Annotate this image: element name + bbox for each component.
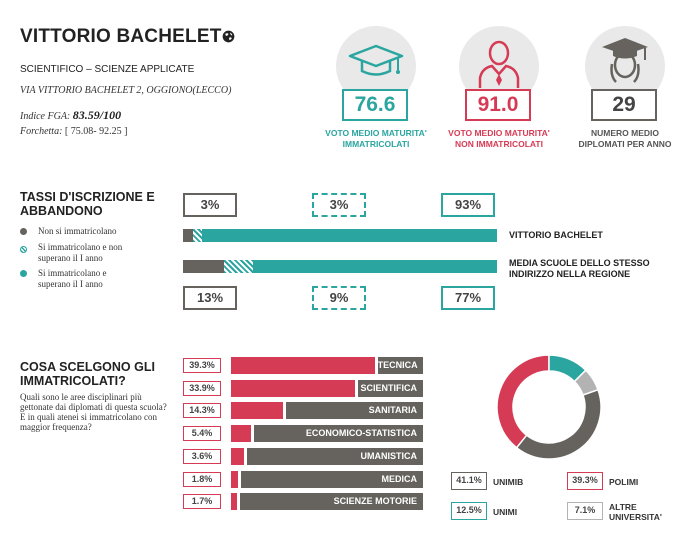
area-bar-fill bbox=[231, 493, 238, 511]
area-pct: 33.9% bbox=[183, 380, 221, 396]
region-pct-non-superano: 9% bbox=[312, 286, 366, 310]
stat-label-immatricolati: VOTO MEDIO MATURITA' IMMATRICOLATI bbox=[325, 128, 427, 149]
area-pct: 39.3% bbox=[183, 358, 221, 373]
uni-label-polimi: POLIMI bbox=[609, 477, 639, 487]
area-bar-fill bbox=[231, 425, 251, 443]
fga-index: Indice FGA: 83.59/100 bbox=[20, 108, 121, 123]
area-bar-fill bbox=[231, 402, 284, 420]
region-bar-label: MEDIA SCUOLE DELLO STESSO INDIRIZZO NELL… bbox=[509, 258, 650, 279]
school-bar-non-immatricolano bbox=[183, 229, 193, 242]
area-pct: 5.4% bbox=[183, 426, 221, 442]
area-pct: 1.8% bbox=[183, 471, 221, 487]
legend-non-immatricolano: Non si immatricolano bbox=[38, 226, 117, 236]
tassi-title: TASSI D'ISCRIZIONE E ABBANDONO bbox=[20, 190, 155, 218]
school-bar-superano bbox=[202, 229, 497, 242]
region-pct-superano: 77% bbox=[441, 286, 495, 310]
region-bar-non-superano bbox=[224, 260, 253, 273]
forchetta-label: Forchetta: bbox=[20, 126, 63, 137]
region-stacked-bar bbox=[183, 260, 497, 273]
school-name: VITTORIO BACHELET bbox=[20, 26, 222, 47]
school-pct-non-immatricolano: 3% bbox=[183, 193, 237, 217]
fga-value: 83.59/100 bbox=[72, 108, 122, 122]
legend-dot-non-immatricolano bbox=[20, 228, 27, 235]
area-bar-label: UMANISTICA bbox=[247, 447, 423, 465]
region-bar-non-immatricolano bbox=[183, 260, 225, 273]
school-bar-label: VITTORIO BACHELET bbox=[509, 230, 603, 240]
person-icon bbox=[478, 40, 520, 88]
region-bar-superano bbox=[252, 260, 497, 273]
uni-pct-unimib: 41.1% bbox=[451, 472, 487, 490]
stat-value-diplomati: 29 bbox=[591, 89, 657, 121]
area-bar-label: ECONOMICO-STATISTICA bbox=[253, 425, 423, 443]
area-bar-fill bbox=[231, 470, 238, 488]
legend-dot-non-superano bbox=[20, 246, 27, 253]
graduation-cap-icon bbox=[348, 44, 404, 76]
uni-label-unimib: UNIMIB bbox=[493, 477, 524, 487]
area-bar-label: SANITARIA bbox=[286, 402, 423, 420]
area-bar-fill bbox=[231, 447, 245, 465]
school-pct-non-superano: 3% bbox=[312, 193, 366, 217]
area-bar-label: SCIENZE MOTORIE bbox=[240, 493, 423, 511]
forchetta: Forchetta: [ 75.08- 92.25 ] bbox=[20, 126, 127, 137]
region-pct-non-immatricolano: 13% bbox=[183, 286, 237, 310]
uni-label-unimi: UNIMI bbox=[493, 507, 518, 517]
stat-value-non-immatricolati: 91.0 bbox=[465, 89, 531, 121]
forchetta-value: [ 75.08- 92.25 ] bbox=[64, 126, 128, 137]
area-pct: 3.6% bbox=[183, 448, 221, 464]
legend-dot-superano bbox=[20, 270, 27, 277]
legend-non-superano: Si immatricolano e non superano il I ann… bbox=[38, 242, 123, 263]
area-bar-fill bbox=[231, 357, 375, 374]
stat-label-non-immatricolati: VOTO MEDIO MATURITA' NON IMMATRICOLATI bbox=[448, 128, 550, 149]
area-bar-label: TECNICA bbox=[377, 357, 423, 374]
school-address: VIA VITTORIO BACHELET 2, OGGIONO(LECCO) bbox=[20, 85, 232, 96]
globe-icon[interactable] bbox=[222, 30, 235, 43]
area-bar-fill bbox=[231, 379, 355, 397]
donut-slice-altre-universita bbox=[573, 369, 599, 396]
graduate-student-icon bbox=[602, 38, 648, 83]
stat-value-immatricolati: 76.6 bbox=[342, 89, 408, 121]
area-pct: 14.3% bbox=[183, 403, 221, 419]
school-bar-non-superano bbox=[192, 229, 202, 242]
scelte-title: COSA SCELGONO GLI IMMATRICOLATI? bbox=[20, 360, 155, 388]
legend-superano: Si immatricolano e superano il I anno bbox=[38, 268, 107, 289]
area-bar-label: MEDICA bbox=[240, 470, 423, 488]
fga-label: Indice FGA: bbox=[20, 111, 71, 122]
uni-label-altre: ALTRE UNIVERSITA' bbox=[609, 502, 662, 522]
area-pct: 1.7% bbox=[183, 494, 221, 510]
university-donut-chart bbox=[496, 354, 602, 460]
donut-slice-unimib bbox=[515, 388, 602, 460]
scelte-question: Quali sono le aree disciplinari più gett… bbox=[20, 392, 167, 432]
donut-slice-polimi bbox=[496, 354, 550, 449]
uni-pct-altre: 7.1% bbox=[567, 502, 603, 520]
uni-pct-polimi: 39.3% bbox=[567, 472, 603, 490]
school-stacked-bar bbox=[183, 229, 497, 242]
area-bar-label: SCIENTIFICA bbox=[357, 379, 423, 397]
uni-pct-unimi: 12.5% bbox=[451, 502, 487, 520]
stat-label-diplomati: NUMERO MEDIO DIPLOMATI PER ANNO bbox=[578, 128, 672, 149]
school-subtitle: SCIENTIFICO – SCIENZE APPLICATE bbox=[20, 64, 195, 75]
school-pct-superano: 93% bbox=[441, 193, 495, 217]
